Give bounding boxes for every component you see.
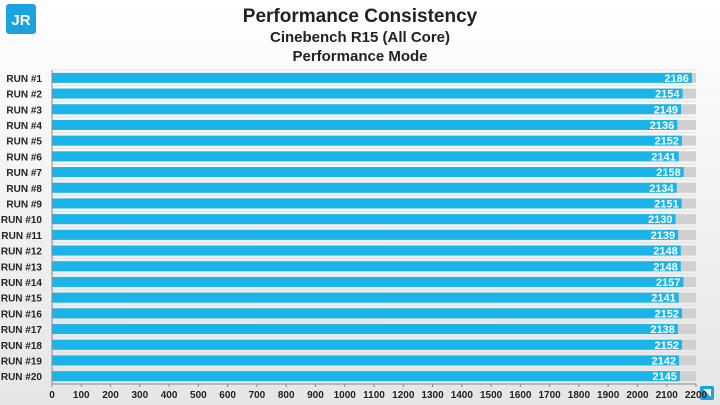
value-label: 2148 [653, 246, 677, 258]
value-label: 2154 [655, 89, 680, 101]
x-tick-label: 2100 [656, 390, 679, 401]
bar [52, 245, 681, 256]
x-tick-label: 600 [219, 390, 236, 401]
bar [52, 339, 682, 350]
category-label: RUN #2 [6, 90, 42, 101]
x-tick-label: 100 [73, 390, 90, 401]
category-label: RUN #15 [1, 294, 43, 305]
chart-title: Performance Consistency [243, 6, 478, 27]
value-label: 2138 [650, 324, 674, 336]
logo-text: JR [11, 12, 30, 29]
logo-corner-svg [703, 389, 711, 397]
bar [52, 261, 681, 272]
bar [52, 198, 682, 209]
bar [52, 104, 682, 115]
value-label: 2145 [652, 371, 676, 383]
value-label: 2141 [651, 151, 675, 163]
logo-svg: JR [11, 12, 30, 29]
x-tick-label: 1900 [597, 390, 620, 401]
chart-subtitle-2: Performance Mode [292, 48, 427, 65]
value-label: 2157 [656, 277, 680, 289]
x-tick-label: 1000 [334, 390, 357, 401]
category-label: RUN #20 [1, 372, 43, 383]
x-tick-label: 400 [161, 390, 178, 401]
bar [52, 135, 682, 146]
bar [52, 308, 682, 319]
bar [52, 119, 678, 130]
category-label: RUN #6 [6, 152, 42, 163]
value-label: 2151 [654, 198, 678, 210]
value-label: 2142 [652, 355, 676, 367]
x-tick-label: 1700 [539, 390, 562, 401]
logo-corner-icon [703, 389, 711, 397]
bar [52, 292, 679, 303]
chart-subtitle: Cinebench R15 (All Core) [270, 29, 450, 46]
bar [52, 229, 679, 240]
x-tick-label: 500 [190, 390, 207, 401]
value-label: 2130 [648, 214, 672, 226]
bar [52, 88, 683, 99]
x-tick-label: 2000 [626, 390, 649, 401]
category-label: RUN #5 [6, 137, 42, 148]
x-tick-label: 700 [249, 390, 266, 401]
category-label: RUN #10 [1, 215, 43, 226]
category-label: RUN #12 [1, 247, 43, 258]
x-tick-label: 300 [131, 390, 148, 401]
plot-area: RUN #1 2186 RUN #2 2154 RUN #3 2149 RUN #4 2136… [1, 69, 708, 401]
value-label: 2139 [651, 230, 675, 242]
bar [52, 151, 679, 162]
bar [52, 182, 677, 193]
category-label: RUN #7 [6, 168, 42, 179]
bar [52, 324, 678, 335]
bar [52, 72, 692, 83]
x-tick-label: 1300 [421, 390, 444, 401]
bar [52, 214, 676, 225]
x-tick-label: 1200 [392, 390, 415, 401]
x-tick-label: 1100 [363, 390, 385, 401]
x-tick-label: 1500 [480, 390, 503, 401]
value-label: 2152 [654, 308, 678, 320]
x-tick-label: 1800 [568, 390, 591, 401]
x-tick-label: 2200 [685, 390, 708, 401]
value-label: 2149 [654, 104, 678, 116]
logo-badge: JR [6, 4, 36, 34]
value-label: 2152 [654, 340, 678, 352]
value-label: 2152 [654, 136, 678, 148]
category-label: RUN #9 [6, 199, 42, 210]
category-label: RUN #18 [1, 341, 43, 352]
category-label: RUN #17 [1, 325, 43, 336]
category-label: RUN #3 [6, 105, 42, 116]
logo-corner-mark [700, 386, 714, 400]
category-label: RUN #14 [1, 278, 43, 289]
value-label: 2134 [649, 183, 674, 195]
value-label: 2158 [656, 167, 680, 179]
value-label: 2141 [651, 293, 675, 305]
x-tick-label: 200 [102, 390, 119, 401]
category-label: RUN #11 [1, 231, 42, 242]
x-tick-label: 1400 [451, 390, 474, 401]
category-label: RUN #13 [1, 262, 43, 273]
category-label: RUN #8 [6, 184, 42, 195]
bar [52, 276, 684, 287]
value-label: 2136 [650, 120, 674, 132]
category-label: RUN #19 [1, 356, 43, 367]
bar [52, 167, 684, 178]
value-label: 2148 [653, 261, 677, 273]
x-tick-label: 0 [49, 390, 55, 401]
category-label: RUN #4 [6, 121, 42, 132]
category-label: RUN #16 [1, 309, 43, 320]
x-tick-label: 1600 [509, 390, 532, 401]
value-label: 2186 [664, 73, 688, 85]
category-label: RUN #1 [6, 74, 42, 85]
bar [52, 371, 680, 382]
x-tick-label: 900 [307, 390, 324, 401]
x-tick-label: 800 [278, 390, 295, 401]
bar [52, 355, 680, 366]
